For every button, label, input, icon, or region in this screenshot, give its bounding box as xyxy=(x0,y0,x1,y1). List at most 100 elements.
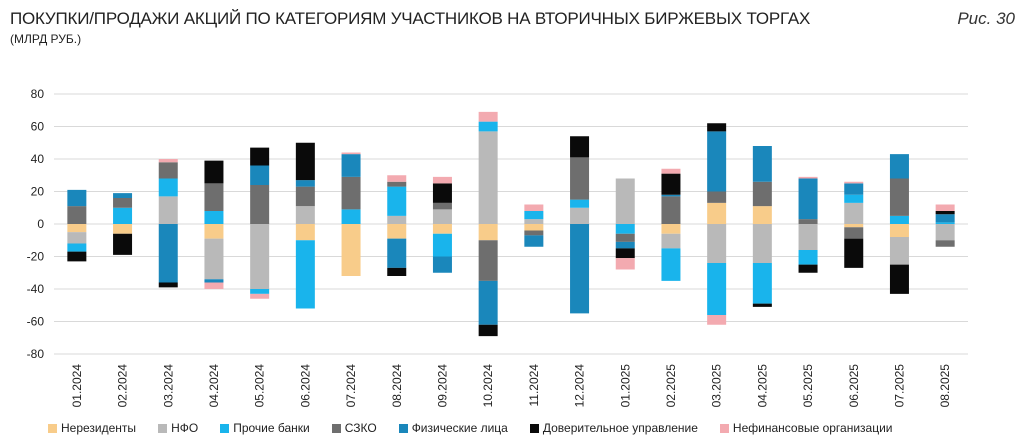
x-tick-label: 05.2025 xyxy=(801,364,815,408)
bar-segment xyxy=(204,282,224,289)
legend-item: Нерезиденты xyxy=(48,421,136,435)
y-tick-label: 20 xyxy=(31,185,45,199)
bar-segment xyxy=(387,215,407,224)
bar-segment xyxy=(295,206,315,224)
bar-segment xyxy=(113,207,133,224)
bar-segment xyxy=(478,324,498,337)
bar-segment xyxy=(432,176,452,184)
y-tick-label: -60 xyxy=(27,315,45,329)
bar-segment xyxy=(570,136,590,158)
x-tick-label: 06.2024 xyxy=(298,364,312,408)
bar-segment xyxy=(204,279,224,283)
bar-segment xyxy=(935,214,955,223)
bar-segment xyxy=(707,131,727,192)
legend-item: СЗКО xyxy=(331,421,377,435)
bar-segment xyxy=(432,224,452,234)
bar-segment xyxy=(798,250,818,265)
bar-segment xyxy=(113,233,133,255)
bar-segment xyxy=(752,263,772,304)
chart-legend: Нерезиденты НФО Прочие банки СЗКО Физические… xyxy=(48,421,915,435)
bar-segment xyxy=(432,209,452,224)
bar-segment xyxy=(432,202,452,210)
bar-segment xyxy=(67,251,87,262)
x-tick-label: 04.2024 xyxy=(207,364,221,408)
legend-label: Доверительное управление xyxy=(542,421,698,435)
bar-segment xyxy=(387,238,407,268)
bar-segment xyxy=(752,146,772,182)
bar-segment xyxy=(844,194,864,203)
bar-segment xyxy=(250,224,270,289)
bar-segment xyxy=(661,173,681,195)
bar-segment xyxy=(661,248,681,281)
bar-segment xyxy=(707,315,727,325)
bar-segment xyxy=(524,230,544,236)
bar-segment xyxy=(387,186,407,216)
y-tick-label: 0 xyxy=(37,217,44,231)
legend-label: Нефинансовые организации xyxy=(732,421,893,435)
bar-segment xyxy=(341,154,361,177)
bar-segment xyxy=(67,243,87,252)
bar-segment xyxy=(67,232,87,244)
bar-segment xyxy=(158,224,178,283)
bar-segment xyxy=(387,175,407,182)
bar-segment xyxy=(250,165,270,185)
bar-segment xyxy=(341,176,361,210)
bar-segment xyxy=(67,189,87,207)
bar-segment xyxy=(798,264,818,273)
x-tick-label: 10.2024 xyxy=(481,364,495,408)
bar-segment xyxy=(935,240,955,247)
bar-segment xyxy=(889,154,909,179)
bar-segment xyxy=(798,224,818,250)
bar-segment xyxy=(661,194,681,197)
bar-segment xyxy=(844,183,864,195)
bar-segment xyxy=(844,202,864,224)
bar-segment xyxy=(478,121,498,132)
y-tick-label: -40 xyxy=(27,282,45,296)
x-tick-label: 08.2025 xyxy=(938,364,952,408)
bar-segment xyxy=(387,224,407,239)
legend-swatch xyxy=(398,423,408,433)
chart-subtitle: (МЛРД РУБ.) xyxy=(10,32,82,46)
bar-segment xyxy=(844,181,864,184)
bar-segment xyxy=(341,152,361,155)
bar-segment xyxy=(844,227,864,239)
bar-segment xyxy=(935,222,955,224)
legend-label: Физические лица xyxy=(411,421,508,435)
bar-segment xyxy=(615,258,635,270)
x-tick-label: 02.2025 xyxy=(664,364,678,408)
legend-swatch xyxy=(529,423,539,433)
bar-segment xyxy=(524,219,544,224)
bar-segment xyxy=(889,224,909,237)
legend-swatch xyxy=(331,423,341,433)
bar-segment xyxy=(295,142,315,181)
bar-segment xyxy=(752,303,772,307)
bar-segment xyxy=(432,233,452,257)
legend-swatch xyxy=(48,423,57,433)
bar-segment xyxy=(935,224,955,241)
bar-segment xyxy=(752,206,772,224)
legend-item: Доверительное управление xyxy=(529,421,698,435)
bar-segment xyxy=(158,196,178,224)
bar-segment xyxy=(341,224,361,276)
legend-item: Физические лица xyxy=(398,421,508,435)
bar-segment xyxy=(158,162,178,179)
bar-segment xyxy=(798,178,818,220)
x-tick-label: 11.2024 xyxy=(527,364,541,407)
bar-segment xyxy=(889,264,909,294)
bar-segment xyxy=(478,240,498,281)
bar-segment xyxy=(844,238,864,268)
bar-segment xyxy=(661,233,681,249)
bar-segment xyxy=(158,159,178,163)
legend-swatch xyxy=(719,423,729,433)
bar-segment xyxy=(341,209,361,224)
bar-segment xyxy=(250,185,270,224)
bar-segment xyxy=(707,202,727,224)
bar-segment xyxy=(935,211,955,215)
stacked-bar-chart: 80 60 40 20 0 -20 -40 -60 -80 01.2024 02.2024 03.20… xyxy=(27,87,968,408)
bar-segment xyxy=(889,215,909,224)
x-tick-label: 01.2024 xyxy=(70,364,84,408)
x-tick-label: 04.2025 xyxy=(755,364,769,408)
bar-segment xyxy=(113,224,133,234)
bar-segment xyxy=(707,263,727,315)
bar-segment xyxy=(707,224,727,263)
